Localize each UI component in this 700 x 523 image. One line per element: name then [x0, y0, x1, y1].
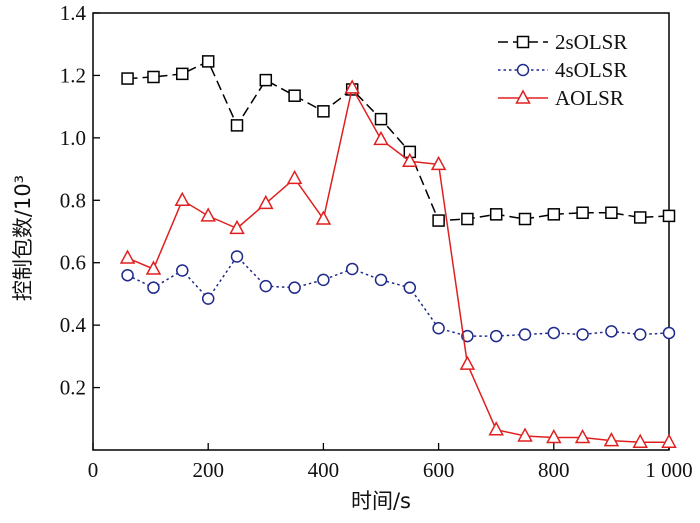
x-tick-label: 0 — [88, 458, 99, 482]
data-point — [633, 211, 647, 224]
legend-marker — [516, 63, 530, 77]
data-point — [201, 55, 215, 68]
data-point — [317, 105, 330, 118]
data-point — [229, 219, 245, 235]
data-point — [432, 322, 445, 335]
legend-label: 2sOLSR — [555, 30, 627, 54]
data-point — [286, 169, 303, 185]
series-group — [119, 55, 677, 448]
y-tick-label: 0.6 — [60, 251, 86, 275]
data-point — [461, 212, 474, 226]
data-point — [147, 70, 160, 84]
y-tick-label: 0.8 — [60, 188, 86, 212]
data-point — [576, 206, 589, 220]
y-tick-label: 0.2 — [60, 376, 86, 400]
x-tick-label: 200 — [192, 458, 224, 482]
data-point — [605, 206, 618, 220]
legend-item: 4sOLSR — [498, 58, 627, 82]
x-tick-label: 400 — [308, 458, 340, 482]
data-point — [201, 292, 215, 305]
data-point — [518, 328, 532, 341]
legend-marker — [516, 35, 530, 49]
axis-ticks: 0 200 400 600 800 1 000 0.2 0.4 0.6 0.8 1.0 1.2 1.4 — [60, 1, 693, 482]
data-point — [374, 273, 388, 287]
x-tick-label: 1 000 — [645, 458, 692, 482]
data-point — [121, 268, 134, 282]
data-point — [574, 428, 591, 444]
legend-marker — [515, 89, 531, 104]
data-point — [374, 112, 388, 126]
x-tick-label: 600 — [423, 458, 455, 482]
legend-item: AOLSR — [498, 86, 624, 110]
y-tick-label: 1.2 — [60, 63, 86, 87]
series-4sOLSR — [121, 250, 676, 343]
data-point — [288, 281, 301, 294]
data-point — [230, 250, 244, 263]
legend-label: AOLSR — [555, 86, 624, 110]
data-point — [258, 194, 274, 210]
data-point — [259, 73, 273, 87]
data-point — [176, 67, 189, 81]
data-point — [489, 329, 503, 343]
data-point — [459, 355, 476, 370]
data-point — [576, 328, 589, 341]
data-point — [373, 130, 389, 146]
data-point — [200, 207, 216, 222]
data-point — [547, 208, 561, 221]
series-line-AOLSR — [127, 85, 669, 443]
data-point — [518, 212, 532, 226]
data-point — [315, 210, 332, 225]
data-point — [547, 326, 561, 340]
plot-frame — [92, 12, 670, 451]
data-point — [259, 279, 273, 293]
data-point — [546, 428, 562, 444]
legend-item: 2sOLSR — [498, 30, 627, 54]
data-point — [633, 328, 647, 341]
data-point — [403, 281, 417, 294]
data-point — [288, 89, 301, 102]
data-point — [402, 152, 418, 168]
data-point — [230, 119, 244, 132]
data-point — [176, 264, 189, 277]
data-point — [662, 326, 676, 340]
data-point — [119, 249, 136, 264]
x-axis-title: 时间/s — [351, 489, 411, 513]
data-point — [432, 214, 445, 227]
y-axis-title: 控制包数/10³ — [11, 175, 35, 301]
legend-label: 4sOLSR — [555, 58, 627, 82]
data-point — [605, 325, 618, 338]
data-point — [489, 208, 503, 221]
data-point — [461, 329, 474, 343]
data-point — [174, 191, 191, 207]
x-tick-label: 800 — [538, 458, 570, 482]
data-point — [632, 433, 648, 448]
data-point — [488, 421, 504, 436]
data-point — [147, 281, 160, 294]
legend: 2sOLSR 4sOLSR AOLSR — [498, 30, 627, 110]
data-point — [517, 427, 533, 442]
data-point — [430, 155, 447, 171]
y-tick-label: 0.4 — [60, 313, 87, 337]
data-point — [121, 72, 134, 85]
data-point — [145, 260, 162, 275]
data-point — [662, 209, 676, 223]
y-tick-label: 1.4 — [60, 1, 87, 25]
data-point — [344, 79, 360, 94]
data-point — [345, 262, 359, 276]
series-AOLSR — [119, 79, 677, 448]
data-point — [317, 273, 330, 287]
y-tick-label: 1.0 — [60, 126, 86, 150]
data-point — [603, 432, 620, 447]
data-point — [661, 433, 677, 448]
